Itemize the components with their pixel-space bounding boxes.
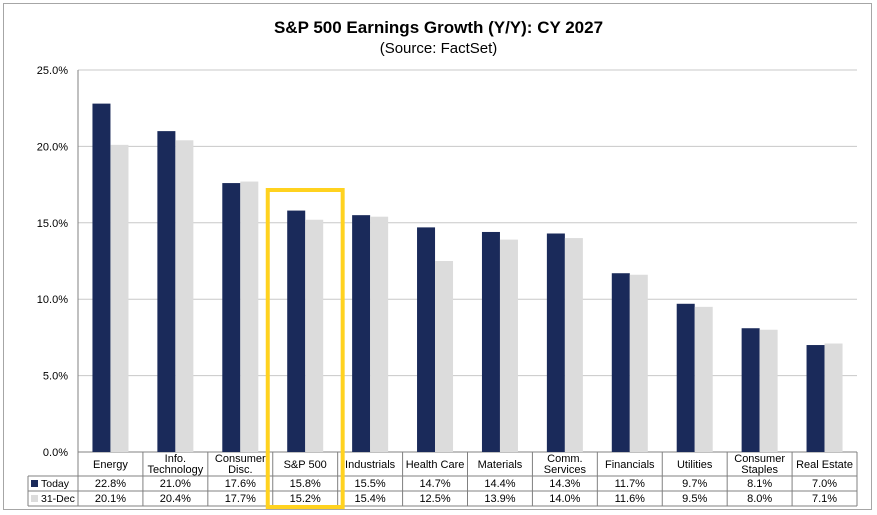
bar-today xyxy=(417,227,436,452)
category-label: Staples xyxy=(741,464,778,476)
chart-title: S&P 500 Earnings Growth (Y/Y): CY 2027 xyxy=(273,18,604,37)
bar-dec31 xyxy=(110,144,129,452)
bar-dec31 xyxy=(175,140,194,452)
data-label: 17.6% xyxy=(225,478,256,490)
bar-today xyxy=(92,103,111,452)
legend-key-dec31 xyxy=(31,495,38,502)
data-label: 20.4% xyxy=(160,493,191,505)
y-tick-label: 10.0% xyxy=(37,294,68,306)
data-label: 14.4% xyxy=(484,478,515,490)
data-label: 11.7% xyxy=(615,478,646,490)
bar-dec31 xyxy=(370,216,389,452)
bar-today xyxy=(806,345,825,452)
data-label: 21.0% xyxy=(160,478,191,490)
bar-today xyxy=(611,273,630,452)
bar-today xyxy=(546,233,565,452)
data-label: 17.7% xyxy=(225,493,256,505)
y-tick-label: 15.0% xyxy=(37,218,68,230)
bar-dec31 xyxy=(499,239,518,452)
bar-dec31 xyxy=(629,274,648,452)
chart-subtitle: (Source: FactSet) xyxy=(379,40,498,57)
data-label: 12.5% xyxy=(419,493,450,505)
legend-label: 31-Dec xyxy=(41,493,75,505)
y-tick-label: 5.0% xyxy=(43,371,68,383)
category-label: Industrials xyxy=(345,459,396,471)
bar-today xyxy=(676,303,695,452)
highlight-box xyxy=(265,188,345,509)
bar-dec31 xyxy=(759,329,778,452)
bar-today xyxy=(222,183,241,452)
bar-today xyxy=(481,231,500,452)
category-label: Materials xyxy=(478,459,523,471)
category-label: Energy xyxy=(93,459,128,471)
bar-dec31 xyxy=(694,306,713,452)
category-label: S&P 500 xyxy=(284,459,327,471)
bar-dec31 xyxy=(305,219,324,452)
data-label: 15.4% xyxy=(355,493,386,505)
legend-key-today xyxy=(31,480,38,487)
category-label: Consumer xyxy=(734,453,785,465)
bar-today xyxy=(741,328,760,452)
y-tick-label: 0.0% xyxy=(43,447,68,459)
category-label: Services xyxy=(544,464,587,476)
data-label: 11.6% xyxy=(615,493,646,505)
category-label: Financials xyxy=(605,459,655,471)
data-label: 22.8% xyxy=(95,478,126,490)
gridlines xyxy=(78,69,857,453)
category-label: Technology xyxy=(148,464,204,476)
bar-dec31 xyxy=(824,343,843,452)
data-label: 20.1% xyxy=(95,493,126,505)
data-label: 7.0% xyxy=(812,478,837,490)
bars xyxy=(92,103,843,452)
data-label: 9.7% xyxy=(682,478,707,490)
bar-dec31 xyxy=(435,261,454,452)
category-label: Utilities xyxy=(677,459,713,471)
highlight-rect xyxy=(265,188,345,509)
bar-today xyxy=(157,131,176,452)
data-label: 15.2% xyxy=(290,493,321,505)
bar-today xyxy=(352,215,371,452)
data-label: 14.3% xyxy=(549,478,580,490)
data-label: 13.9% xyxy=(484,493,515,505)
bar-dec31 xyxy=(240,181,259,452)
y-tick-label: 25.0% xyxy=(37,65,68,77)
data-label: 8.0% xyxy=(747,493,772,505)
data-label: 15.5% xyxy=(355,478,386,490)
category-label: Comm. xyxy=(547,453,582,465)
category-label: Disc. xyxy=(228,464,252,476)
data-label: 9.5% xyxy=(682,493,707,505)
y-tick-label: 20.0% xyxy=(37,141,68,153)
category-label: Real Estate xyxy=(796,459,853,471)
data-label: 14.7% xyxy=(419,478,450,490)
legend-label: Today xyxy=(41,478,70,490)
bar-dec31 xyxy=(564,238,583,452)
data-label: 14.0% xyxy=(549,493,580,505)
data-label: 7.1% xyxy=(812,493,837,505)
data-label: 15.8% xyxy=(290,478,321,490)
category-label: Health Care xyxy=(406,459,465,471)
bar-today xyxy=(287,210,306,452)
data-label: 8.1% xyxy=(747,478,772,490)
category-label: Info. xyxy=(165,453,186,465)
y-axis: 0.0% 5.0% 10.0% 15.0% 20.0% 25.0% xyxy=(37,65,79,459)
category-label: Consumer xyxy=(215,453,266,465)
